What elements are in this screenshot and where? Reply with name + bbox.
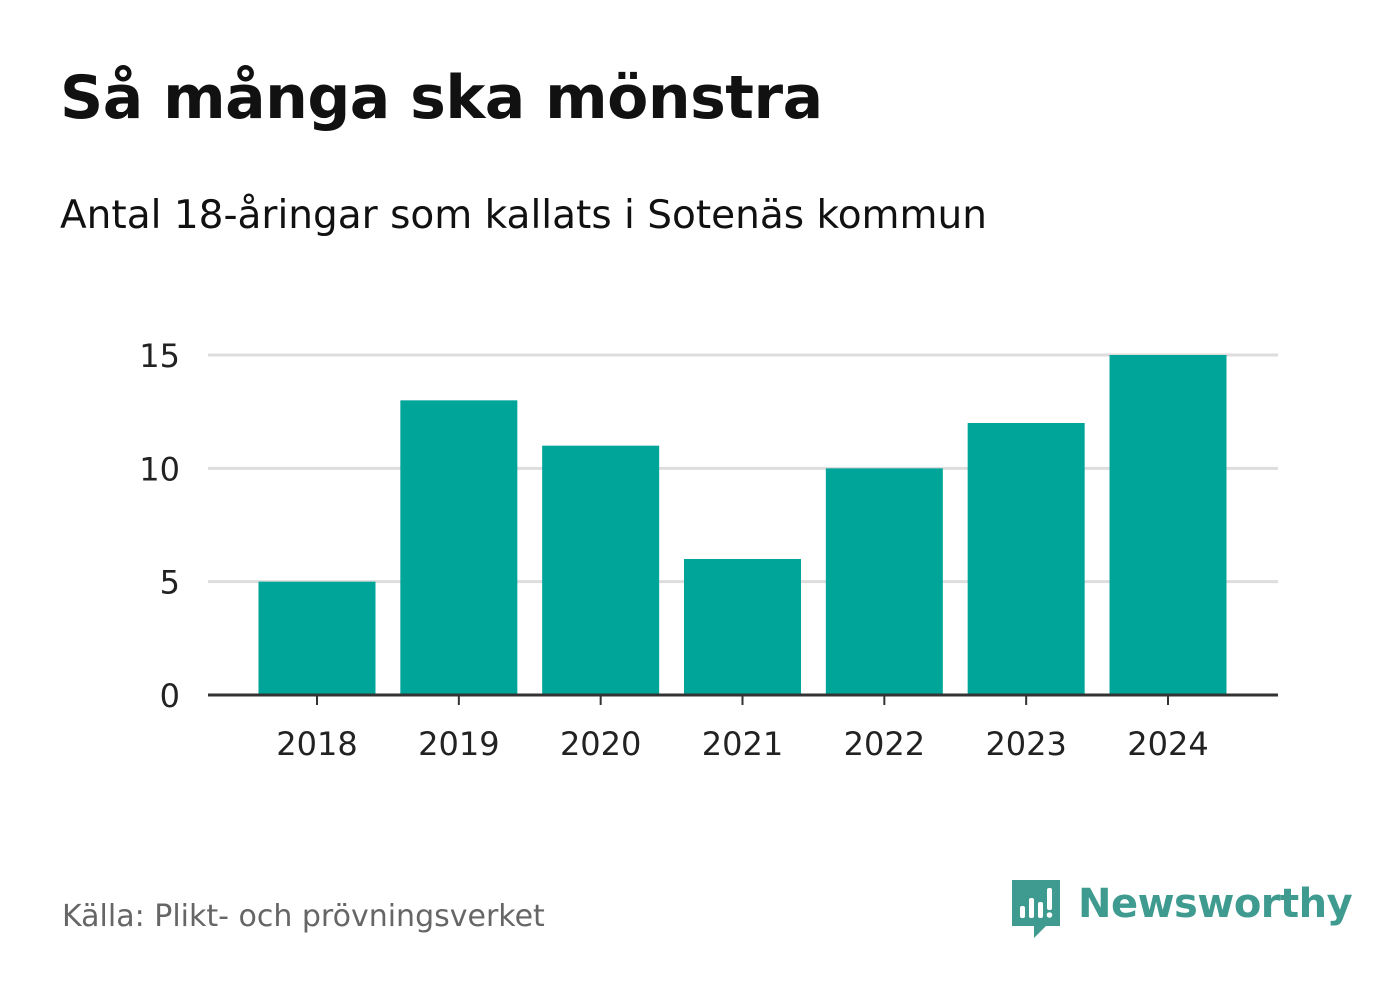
x-tick-label: 2024	[1127, 725, 1208, 763]
x-tick-label: 2023	[985, 725, 1066, 763]
bar-chart-speech-bubble-icon	[1012, 880, 1060, 938]
y-axis-ticks: 0 5 10 15	[139, 337, 180, 715]
x-tick-label: 2018	[276, 725, 357, 763]
y-tick-label: 0	[160, 677, 180, 715]
bar-2020	[542, 445, 660, 695]
bar-2019	[400, 400, 518, 695]
bar-2018	[258, 581, 376, 695]
x-tick-label: 2021	[702, 725, 783, 763]
brand-logo: Newsworthy	[1012, 880, 1353, 938]
x-tick-label: 2019	[418, 725, 499, 763]
bar-2021	[684, 559, 801, 695]
bar-2023	[967, 423, 1085, 695]
y-tick-label: 10	[139, 450, 180, 488]
x-tick-label: 2022	[844, 725, 925, 763]
chart-subtitle: Antal 18-åringar som kallats i Sotenäs k…	[60, 193, 987, 238]
bar-2022	[825, 468, 943, 695]
bars	[258, 355, 1227, 695]
y-tick-label: 5	[160, 564, 180, 602]
chart-title: Så många ska mönstra	[60, 63, 823, 133]
brand-name: Newsworthy	[1078, 881, 1353, 927]
y-tick-label: 15	[139, 337, 180, 375]
x-tick-label: 2020	[560, 725, 641, 763]
x-axis-ticks: 2018 2019 2020 2021 2022 2023 2024	[276, 695, 1209, 763]
bar-2024	[1109, 355, 1227, 695]
source-note: Källa: Plikt- och prövningsverket	[62, 899, 545, 934]
